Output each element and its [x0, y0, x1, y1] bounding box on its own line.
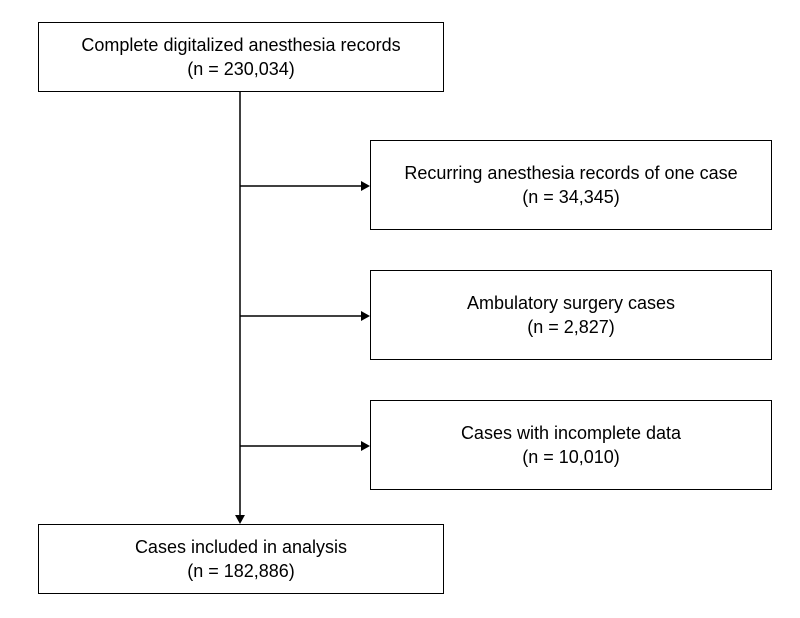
box-title: Ambulatory surgery cases: [467, 291, 675, 315]
flow-box-exclusion-3: Cases with incomplete data (n = 10,010): [370, 400, 772, 490]
box-count: (n = 182,886): [187, 559, 295, 583]
box-count: (n = 230,034): [187, 57, 295, 81]
box-count: (n = 34,345): [522, 185, 620, 209]
box-count: (n = 2,827): [527, 315, 615, 339]
box-title: Complete digitalized anesthesia records: [81, 33, 400, 57]
flow-box-exclusion-1: Recurring anesthesia records of one case…: [370, 140, 772, 230]
box-count: (n = 10,010): [522, 445, 620, 469]
box-title: Cases included in analysis: [135, 535, 347, 559]
flow-box-start: Complete digitalized anesthesia records …: [38, 22, 444, 92]
box-title: Recurring anesthesia records of one case: [404, 161, 737, 185]
box-title: Cases with incomplete data: [461, 421, 681, 445]
flow-box-end: Cases included in analysis (n = 182,886): [38, 524, 444, 594]
flow-box-exclusion-2: Ambulatory surgery cases (n = 2,827): [370, 270, 772, 360]
